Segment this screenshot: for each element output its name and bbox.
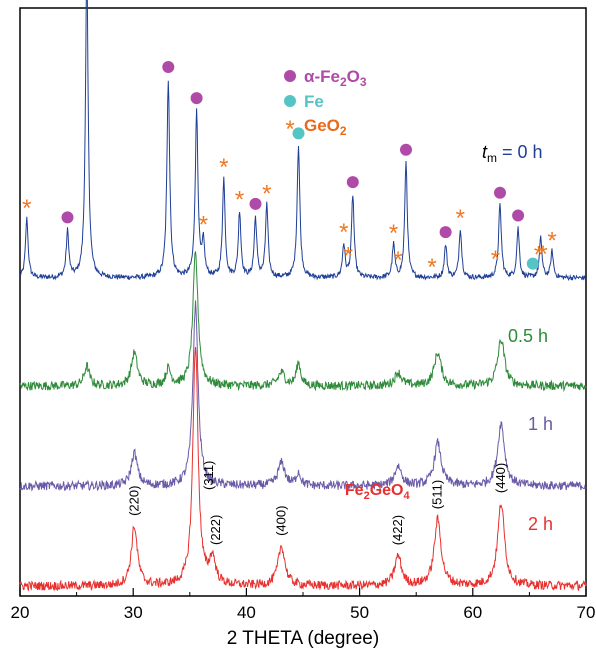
geo2-marker: * bbox=[22, 195, 31, 222]
geo2-marker: * bbox=[534, 242, 543, 269]
compound-label-fe2geo4: Fe2GeO4 bbox=[345, 482, 411, 502]
x-axis-ticks: 20 30 40 50 60 70 bbox=[11, 588, 596, 622]
geo2-marker: * bbox=[547, 228, 556, 255]
geo2-marker: * bbox=[199, 211, 208, 238]
series-label-2h: 2 h bbox=[528, 514, 553, 534]
alpha-fe2o3-marker bbox=[249, 197, 262, 210]
peak-label: (511) bbox=[430, 480, 445, 509]
geo2-marker: * bbox=[219, 154, 228, 181]
series-line-1 bbox=[19, 251, 587, 393]
legend: α-Fe2O3 Fe * GeO2 bbox=[284, 67, 367, 143]
x-axis-title: 2 THETA (degree) bbox=[227, 628, 379, 649]
peak-label: (311) bbox=[201, 461, 216, 490]
geo2-marker: * bbox=[262, 180, 271, 207]
peak-label: (220) bbox=[126, 486, 141, 516]
peak-label: (222) bbox=[208, 515, 223, 545]
legend-item-alpha-fe2o3: α-Fe2O3 bbox=[284, 67, 367, 89]
alpha-fe2o3-marker bbox=[346, 176, 359, 189]
series-layer bbox=[19, 0, 587, 592]
geo2-marker: * bbox=[344, 243, 353, 270]
fe-marker bbox=[292, 127, 305, 140]
marker-layer: **************** bbox=[22, 61, 557, 281]
peak-label: (422) bbox=[390, 515, 405, 545]
series-line-2 bbox=[19, 300, 587, 492]
series-line-3 bbox=[19, 346, 587, 592]
legend-item-fe: Fe bbox=[284, 92, 324, 111]
geo2-marker: * bbox=[389, 220, 398, 247]
geo2-marker: * bbox=[491, 246, 500, 273]
x-tick-label: 20 bbox=[11, 603, 30, 622]
alpha-fe2o3-marker bbox=[512, 209, 525, 222]
alpha-fe2o3-marker bbox=[439, 226, 452, 239]
legend-label-alpha-fe2o3: α-Fe2O3 bbox=[304, 67, 367, 89]
alpha-fe2o3-marker bbox=[400, 143, 412, 156]
x-tick-label: 40 bbox=[237, 603, 256, 622]
series-label-1h: 1 h bbox=[528, 414, 553, 434]
series-line-0 bbox=[19, 0, 587, 281]
x-tick-label: 30 bbox=[124, 603, 143, 622]
x-tick-label: 50 bbox=[350, 603, 369, 622]
series-label-0h: tm = 0 h bbox=[482, 142, 543, 165]
legend-circle-icon bbox=[284, 70, 296, 82]
x-tick-label: 70 bbox=[577, 603, 596, 622]
geo2-marker: * bbox=[456, 205, 465, 232]
x-tick-label: 60 bbox=[463, 603, 482, 622]
alpha-fe2o3-marker bbox=[494, 186, 506, 199]
geo2-marker: * bbox=[538, 241, 547, 268]
legend-item-geo2: * GeO2 bbox=[285, 116, 347, 143]
plot-frame bbox=[19, 7, 587, 597]
geo2-marker: * bbox=[339, 219, 348, 246]
fe-marker bbox=[526, 257, 539, 270]
peak-label: (400) bbox=[274, 506, 289, 536]
legend-label-geo2: GeO2 bbox=[304, 116, 347, 138]
peak-label: (440) bbox=[493, 463, 508, 493]
geo2-marker: * bbox=[235, 187, 244, 214]
peak-labels: (220) (311) (222) (400) (422) (511) (440) bbox=[126, 461, 508, 546]
series-label-05h: 0.5 h bbox=[508, 326, 548, 346]
legend-circle-icon bbox=[284, 95, 296, 107]
alpha-fe2o3-marker bbox=[162, 61, 175, 73]
legend-label-fe: Fe bbox=[304, 92, 324, 111]
alpha-fe2o3-marker bbox=[61, 211, 74, 224]
geo2-marker: * bbox=[393, 247, 402, 274]
alpha-fe2o3-marker bbox=[190, 92, 203, 105]
geo2-marker: * bbox=[427, 254, 436, 281]
legend-asterisk-icon: * bbox=[285, 116, 294, 143]
